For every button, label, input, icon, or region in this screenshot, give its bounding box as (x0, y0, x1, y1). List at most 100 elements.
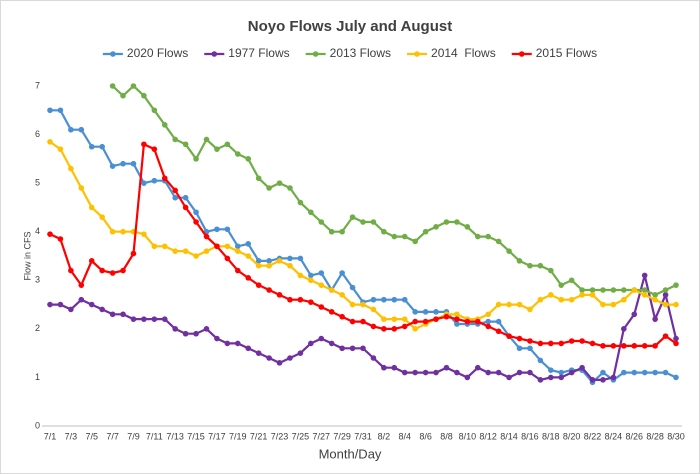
data-point (454, 321, 460, 327)
data-point (68, 306, 74, 313)
data-point (464, 224, 471, 230)
data-point (235, 151, 241, 157)
data-point (652, 292, 658, 298)
x-tick-label: 8/14 (500, 431, 518, 441)
data-point (151, 316, 158, 322)
legend-item: 1977 Flows (204, 46, 290, 60)
data-point (276, 258, 283, 264)
legend-marker (414, 51, 420, 57)
x-tick-label: 7/23 (271, 431, 289, 441)
data-point (297, 199, 304, 206)
legend: 2020 Flows 1977 Flows 2013 Flows 2014 Flows… (102, 46, 597, 60)
data-point (245, 156, 252, 162)
y-tick-label: 5 (35, 178, 40, 188)
data-point (141, 92, 147, 99)
y-tick-label: 7 (35, 80, 40, 90)
data-point (224, 243, 231, 250)
data-point (203, 136, 210, 143)
data-point (266, 258, 272, 264)
data-point (631, 287, 638, 293)
data-point (673, 335, 679, 342)
data-point (328, 228, 335, 235)
data-point (537, 357, 544, 364)
data-point (662, 292, 669, 298)
data-point (370, 323, 377, 330)
data-point (255, 262, 262, 269)
data-point (214, 243, 220, 250)
x-tick-label: 7/21 (250, 431, 268, 441)
data-point (537, 296, 544, 303)
data-point (109, 83, 116, 89)
data-point (130, 160, 137, 167)
x-tick-label: 8/28 (646, 431, 664, 441)
data-point (349, 214, 356, 220)
data-point (610, 343, 617, 349)
x-tick-label: 7/29 (333, 431, 351, 441)
data-point (182, 330, 189, 337)
data-point (401, 233, 408, 240)
x-tick-label: 8/10 (459, 431, 477, 441)
x-tick-label: 7/5 (85, 431, 98, 441)
data-point (495, 238, 502, 245)
data-point (328, 287, 335, 293)
data-point (548, 367, 554, 373)
data-point (662, 301, 669, 308)
x-tick-label: 7/7 (106, 431, 119, 441)
data-point (287, 355, 293, 361)
data-point (99, 214, 105, 220)
data-point (88, 301, 95, 308)
data-point (349, 284, 356, 291)
x-tick-label: 8/16 (521, 431, 539, 441)
data-point (610, 287, 617, 293)
data-point (443, 313, 450, 320)
data-point (130, 250, 137, 257)
data-point (339, 292, 345, 298)
data-point (276, 360, 283, 366)
y-tick-label: 4 (35, 226, 40, 236)
y-tick-label: 3 (35, 275, 40, 285)
y-tick-label: 1 (35, 372, 40, 382)
y-tick-label: 0 (35, 420, 40, 430)
data-point (610, 374, 617, 381)
data-point (172, 248, 178, 254)
data-point (527, 369, 533, 376)
data-point (641, 369, 648, 376)
data-point (495, 301, 502, 308)
data-point (443, 364, 450, 371)
data-point (589, 340, 596, 347)
data-point (527, 262, 533, 269)
data-point (621, 326, 627, 332)
data-point (589, 292, 596, 298)
data-point (214, 146, 220, 152)
data-point (328, 340, 335, 347)
data-point (308, 272, 314, 279)
legend-label: 2014 Flows (431, 46, 496, 60)
data-point (370, 355, 377, 361)
data-point (516, 345, 523, 352)
data-point (370, 306, 377, 313)
data-point (172, 136, 178, 143)
data-point (641, 343, 648, 349)
data-point (109, 228, 116, 235)
data-point (151, 146, 158, 152)
data-point (182, 204, 189, 211)
data-point (141, 316, 147, 322)
y-tick-label: 6 (35, 129, 40, 139)
data-point (151, 107, 158, 114)
data-point (318, 282, 325, 288)
data-point (422, 369, 429, 376)
data-point (349, 318, 356, 325)
data-point (193, 253, 199, 259)
data-point (516, 258, 523, 264)
data-point (109, 270, 116, 276)
data-point (266, 355, 272, 361)
data-point (495, 328, 502, 335)
data-point (297, 255, 304, 262)
data-point (568, 296, 575, 303)
data-point (224, 141, 231, 148)
x-tick-label: 7/31 (354, 431, 372, 441)
data-point (266, 262, 272, 269)
data-point (235, 248, 241, 254)
data-point (172, 194, 178, 201)
